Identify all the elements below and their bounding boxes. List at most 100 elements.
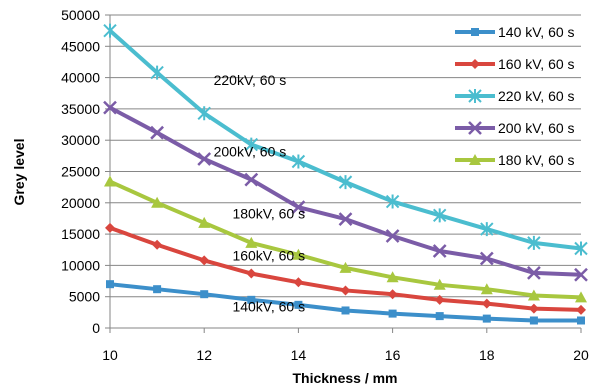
y-tick-label: 5000	[69, 289, 100, 305]
legend-label: 200 kV, 60 s	[498, 120, 575, 136]
y-tick-label: 40000	[61, 70, 100, 86]
x-tick-label: 20	[573, 347, 589, 363]
data-point	[106, 280, 114, 289]
data-point	[340, 285, 351, 296]
legend-item: 200 kV, 60 s	[455, 120, 575, 136]
data-point	[244, 137, 259, 152]
data-point	[338, 212, 353, 226]
legend-item: 140 kV, 60 s	[455, 24, 575, 40]
data-point	[387, 289, 398, 300]
series-group	[103, 23, 588, 325]
data-point	[435, 312, 444, 321]
data-point	[433, 278, 446, 290]
legend-marker	[471, 28, 479, 36]
data-point	[200, 290, 209, 299]
data-point	[527, 289, 540, 301]
data-point	[482, 314, 491, 323]
data-point	[575, 291, 587, 303]
data-point	[150, 65, 164, 80]
data-point	[105, 222, 115, 233]
data-point	[574, 267, 588, 282]
data-point	[432, 244, 447, 258]
legend-marker	[469, 154, 481, 165]
data-point	[245, 236, 258, 248]
legend-item: 220 kV, 60 s	[455, 88, 575, 104]
data-point	[527, 235, 541, 250]
legend-marker	[468, 121, 482, 135]
x-tick-label: 14	[291, 347, 307, 363]
data-point	[385, 229, 400, 243]
data-point	[247, 295, 256, 304]
data-point	[574, 241, 588, 256]
data-point	[151, 196, 164, 208]
legend-label: 180 kV, 60 s	[498, 152, 575, 168]
series-3	[103, 23, 588, 256]
annotation-label: 180kV, 60 s	[232, 205, 305, 221]
data-point	[198, 216, 211, 228]
data-point	[104, 175, 116, 187]
data-point	[341, 306, 350, 315]
data-point	[388, 309, 397, 318]
data-point	[386, 271, 399, 283]
annotation-label: 140kV, 60 s	[232, 299, 305, 315]
legend: 140 kV, 60 s 160 kV, 60 s 220 kV, 60 s 200 …	[455, 24, 575, 168]
series-2	[105, 222, 586, 315]
series-1	[106, 280, 585, 325]
y-tick-label: 30000	[61, 132, 100, 148]
annotation-label: 160kV, 60 s	[232, 247, 305, 263]
annotation-label: 220kV, 60 s	[214, 72, 287, 88]
data-point	[293, 277, 304, 288]
x-tick-label: 16	[385, 347, 401, 363]
y-tick-label: 50000	[61, 7, 100, 23]
legend-label: 140 kV, 60 s	[498, 24, 575, 40]
data-point	[529, 316, 538, 325]
data-point	[338, 175, 353, 190]
data-point	[480, 222, 494, 237]
y-tick-label: 0	[92, 320, 100, 336]
y-tick-label: 15000	[61, 226, 100, 242]
legend-label: 220 kV, 60 s	[498, 88, 575, 104]
y-tick-label: 10000	[61, 257, 100, 273]
x-tick-labels: 10 12 14 16 18 20	[102, 347, 589, 363]
data-point	[576, 304, 586, 315]
data-point	[385, 194, 400, 209]
legend-item: 160 kV, 60 s	[455, 56, 575, 72]
data-point	[527, 266, 541, 280]
data-point	[479, 251, 494, 266]
y-tick-label: 25000	[61, 164, 100, 180]
data-point	[103, 100, 117, 115]
data-point	[103, 23, 117, 38]
series-line	[109, 179, 582, 300]
data-point	[152, 239, 163, 250]
data-point	[150, 125, 164, 140]
data-point	[244, 172, 259, 187]
series-4	[103, 100, 588, 282]
legend-label: 160 kV, 60 s	[498, 56, 575, 72]
data-point	[246, 268, 257, 279]
data-point	[481, 298, 492, 309]
data-point	[153, 285, 162, 294]
y-axis-label: Grey level	[11, 139, 27, 206]
data-point	[292, 248, 305, 260]
y-tick-label: 45000	[61, 38, 100, 54]
legend-marker	[470, 59, 480, 69]
gridlines	[105, 14, 582, 333]
data-point	[434, 294, 445, 305]
y-tick-label: 35000	[61, 101, 100, 117]
data-point	[480, 283, 493, 295]
legend-marker	[468, 89, 482, 103]
x-tick-label: 12	[196, 347, 212, 363]
x-tick-label: 10	[102, 347, 118, 363]
annotation-label: 200kV, 60 s	[214, 143, 287, 159]
data-point	[291, 154, 306, 169]
data-point	[291, 200, 306, 215]
data-point	[294, 300, 303, 309]
data-point	[199, 255, 210, 266]
x-axis-label: Thickness / mm	[292, 370, 397, 386]
legend-item: 180 kV, 60 s	[455, 152, 575, 168]
annotations: 220kV, 60 s 200kV, 60 s 180kV, 60 s 160kV, …	[214, 72, 305, 315]
data-point	[528, 303, 539, 314]
data-point	[432, 208, 447, 223]
series-5	[104, 175, 587, 303]
